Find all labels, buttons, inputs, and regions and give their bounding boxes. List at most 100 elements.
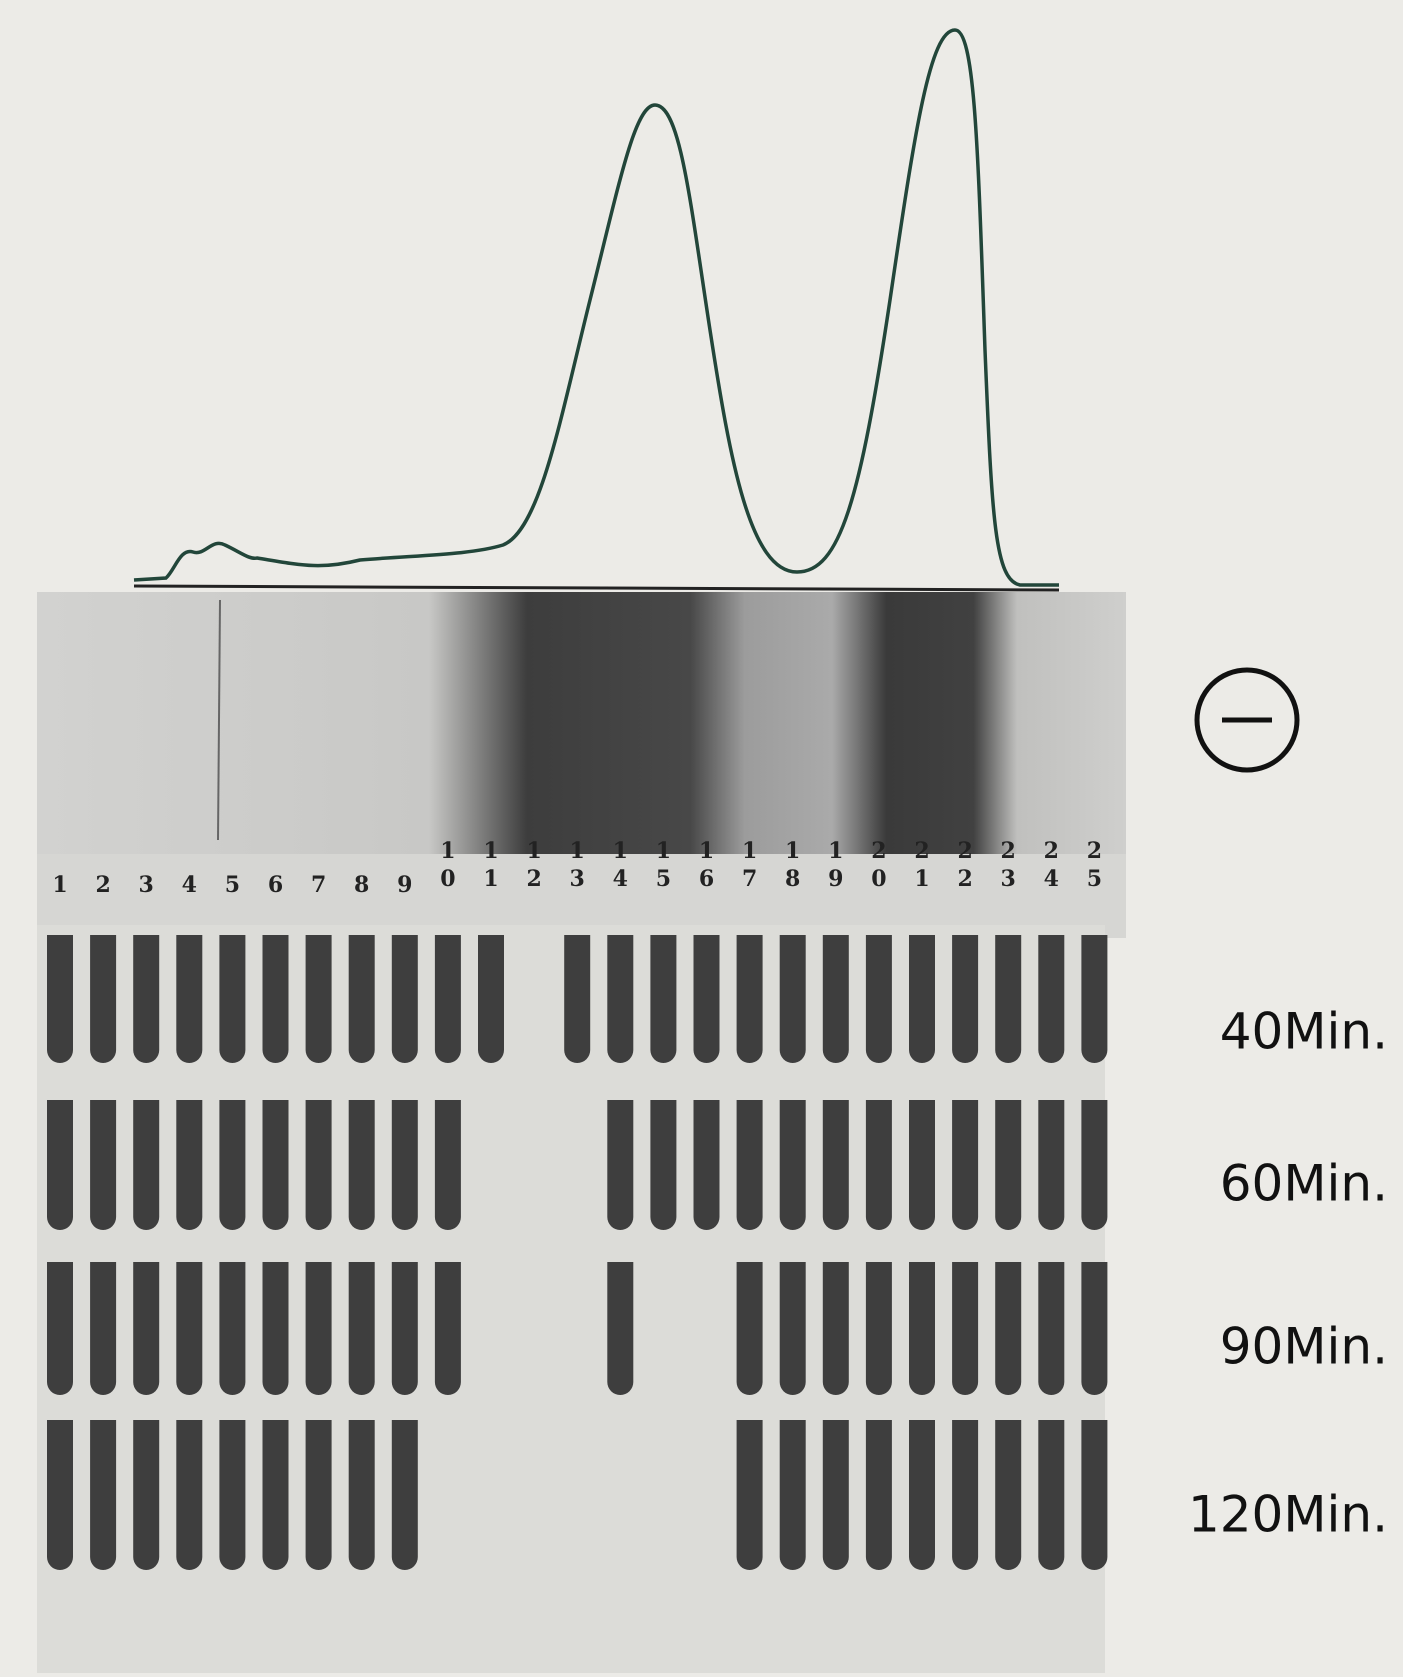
tube [952, 935, 978, 1063]
minus-symbol [1197, 670, 1297, 770]
tube [952, 1262, 978, 1395]
lane-number: 2 [95, 872, 110, 898]
tube [90, 1262, 116, 1395]
tube [995, 1420, 1021, 1570]
tube [650, 935, 676, 1063]
tube [780, 1262, 806, 1395]
densitometer-trace [134, 30, 1059, 585]
tube [1038, 1100, 1064, 1230]
figure: 1234567891011121314151617181920212223242… [0, 0, 1403, 1677]
lane-number: 25 [1081, 838, 1107, 894]
tube [866, 1420, 892, 1570]
lane-number: 23 [995, 838, 1021, 894]
tube [263, 935, 289, 1063]
lane-number: 21 [909, 838, 935, 894]
lane-number: 16 [694, 838, 720, 894]
tube [263, 1262, 289, 1395]
tube [47, 1262, 73, 1395]
tube [90, 1100, 116, 1230]
tube [1038, 1262, 1064, 1395]
tube [263, 1420, 289, 1570]
lane-number: 5 [225, 872, 240, 898]
tube [866, 1262, 892, 1395]
tube [133, 1262, 159, 1395]
lane-number: 13 [564, 838, 590, 894]
tube [176, 1100, 202, 1230]
tube [607, 1100, 633, 1230]
tube [133, 1420, 159, 1570]
tube [392, 1420, 418, 1570]
tube [435, 1100, 461, 1230]
lane-number: 4 [182, 872, 197, 898]
lane-number: 1 [52, 872, 67, 898]
tube [478, 935, 504, 1063]
time-label: 120Min. [1188, 1486, 1388, 1544]
baseline [134, 586, 1059, 590]
lane-number: 10 [435, 838, 461, 894]
lane-number: 20 [866, 838, 892, 894]
time-labels: 40Min. 60Min. 90Min. 120Min. [1188, 1003, 1388, 1544]
time-label: 90Min. [1220, 1318, 1388, 1376]
time-label: 60Min. [1220, 1155, 1388, 1213]
lane-number: 9 [397, 872, 412, 898]
tube [392, 935, 418, 1063]
tube [349, 1420, 375, 1570]
tube [909, 1262, 935, 1395]
tube [995, 1262, 1021, 1395]
tube [737, 935, 763, 1063]
tube [306, 1262, 332, 1395]
tube [306, 1420, 332, 1570]
tube [780, 935, 806, 1063]
tube [823, 1262, 849, 1395]
tube [650, 1100, 676, 1230]
tube [1081, 1420, 1107, 1570]
tube [866, 1100, 892, 1230]
tube [263, 1100, 289, 1230]
tube [995, 1100, 1021, 1230]
tube [607, 1262, 633, 1395]
tube [306, 1100, 332, 1230]
tube [219, 935, 245, 1063]
tube [564, 935, 590, 1063]
tube [995, 935, 1021, 1063]
lane-number: 22 [952, 838, 978, 894]
tube [219, 1420, 245, 1570]
tube [435, 1262, 461, 1395]
lane-number: 24 [1038, 838, 1064, 894]
tube [47, 1420, 73, 1570]
tube [349, 935, 375, 1063]
tube [694, 1100, 720, 1230]
tube [176, 1420, 202, 1570]
lane-number: 6 [268, 872, 283, 898]
lane-number: 17 [737, 838, 763, 894]
tube [694, 935, 720, 1063]
tube [392, 1100, 418, 1230]
tube [349, 1100, 375, 1230]
tube [823, 1420, 849, 1570]
tube [219, 1262, 245, 1395]
tube [737, 1100, 763, 1230]
tube [780, 1420, 806, 1570]
tube [952, 1420, 978, 1570]
tube [1081, 1100, 1107, 1230]
tube [349, 1262, 375, 1395]
lane-number: 3 [139, 872, 154, 898]
tube [133, 1100, 159, 1230]
lane-number: 8 [354, 872, 369, 898]
tube [47, 935, 73, 1063]
tube [737, 1262, 763, 1395]
tube [392, 1262, 418, 1395]
tube [1081, 1262, 1107, 1395]
tube [909, 1420, 935, 1570]
tube [823, 935, 849, 1063]
time-label: 40Min. [1220, 1003, 1388, 1061]
tube [90, 1420, 116, 1570]
gel-strip [37, 592, 1126, 854]
tube [1038, 935, 1064, 1063]
tube [780, 1100, 806, 1230]
tube [176, 935, 202, 1063]
lane-number: 18 [780, 838, 806, 894]
tube [909, 935, 935, 1063]
tube [90, 935, 116, 1063]
tube [866, 935, 892, 1063]
